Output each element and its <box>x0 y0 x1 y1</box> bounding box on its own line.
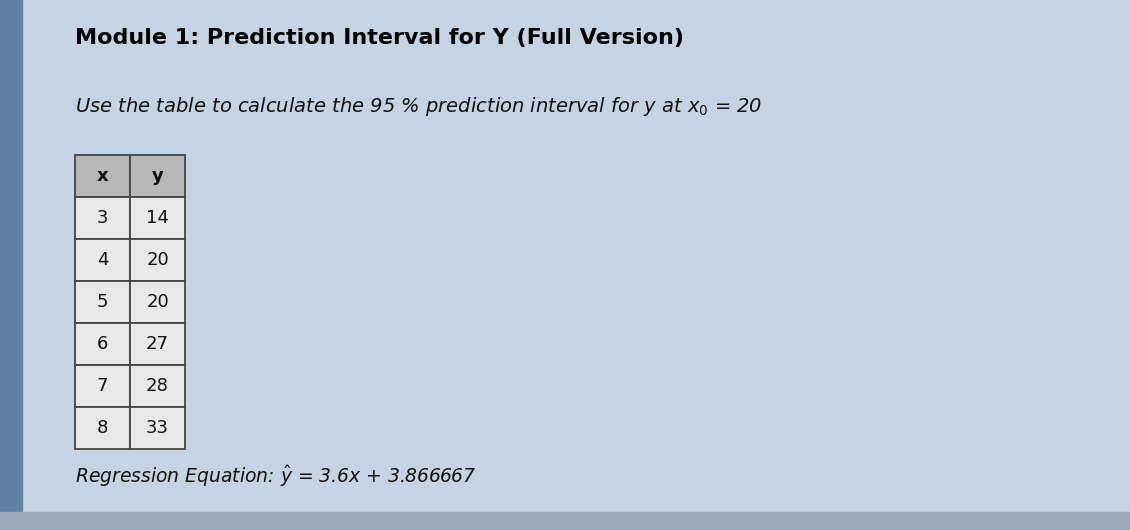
Bar <box>75 365 130 407</box>
Bar <box>130 197 185 239</box>
Bar <box>75 407 130 449</box>
Text: 33: 33 <box>146 419 170 437</box>
Text: 28: 28 <box>146 377 170 395</box>
Text: y: y <box>151 167 164 185</box>
Text: Regression Equation: $\hat{y}$ = 3.6$x$ + 3.866667: Regression Equation: $\hat{y}$ = 3.6$x$ … <box>75 463 477 489</box>
Text: 20: 20 <box>146 251 168 269</box>
Text: 6: 6 <box>97 335 108 353</box>
Text: Module 1: Prediction Interval for Y (Full Version): Module 1: Prediction Interval for Y (Ful… <box>75 28 684 48</box>
Bar <box>75 155 130 197</box>
Bar <box>75 197 130 239</box>
Text: 14: 14 <box>146 209 170 227</box>
Text: Use the table to calculate the 95 % prediction interval for y at $x_0$ = 20: Use the table to calculate the 95 % pred… <box>75 95 763 118</box>
Bar <box>130 323 185 365</box>
Bar <box>130 407 185 449</box>
Bar <box>130 281 185 323</box>
Text: 7: 7 <box>97 377 108 395</box>
Bar <box>130 239 185 281</box>
Text: 5: 5 <box>97 293 108 311</box>
Bar <box>75 239 130 281</box>
Bar <box>130 155 185 197</box>
Text: 20: 20 <box>146 293 168 311</box>
Text: x: x <box>97 167 108 185</box>
Text: 4: 4 <box>97 251 108 269</box>
Text: 3: 3 <box>97 209 108 227</box>
Bar <box>0 0 21 530</box>
Text: 27: 27 <box>146 335 170 353</box>
Bar <box>75 281 130 323</box>
Text: 8: 8 <box>97 419 108 437</box>
Bar <box>0 512 1130 530</box>
Bar <box>130 365 185 407</box>
Bar <box>75 323 130 365</box>
